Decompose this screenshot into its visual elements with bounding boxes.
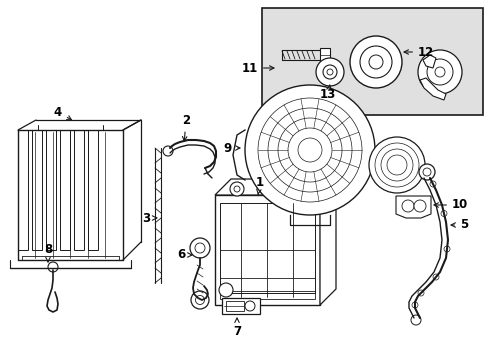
Circle shape (190, 238, 209, 258)
Text: 4: 4 (54, 105, 71, 120)
Circle shape (359, 46, 391, 78)
Circle shape (195, 296, 204, 305)
Circle shape (349, 36, 401, 88)
Circle shape (411, 302, 417, 308)
Circle shape (244, 85, 374, 215)
Text: 6: 6 (176, 248, 192, 261)
Circle shape (413, 200, 425, 212)
Circle shape (267, 108, 351, 192)
Text: 13: 13 (319, 85, 335, 102)
Text: 3: 3 (142, 211, 157, 225)
Circle shape (191, 291, 208, 309)
Text: 10: 10 (433, 198, 468, 211)
Text: 5: 5 (450, 219, 468, 231)
Circle shape (422, 168, 430, 176)
Bar (60, 130, 70, 250)
Text: 7: 7 (232, 318, 241, 338)
Circle shape (417, 290, 423, 296)
Circle shape (244, 301, 254, 311)
Circle shape (326, 69, 332, 75)
Polygon shape (319, 179, 335, 305)
Bar (18, 130, 28, 250)
Circle shape (323, 65, 336, 79)
Bar (262, 8, 482, 115)
Bar (74, 130, 84, 250)
Text: 8: 8 (44, 243, 52, 262)
Bar (46, 130, 56, 250)
Circle shape (195, 243, 204, 253)
Circle shape (432, 274, 438, 280)
Circle shape (374, 143, 418, 187)
Circle shape (297, 138, 321, 162)
Bar (32, 130, 42, 250)
Circle shape (258, 98, 361, 202)
Text: 1: 1 (255, 175, 264, 194)
Text: 11: 11 (241, 62, 273, 75)
Circle shape (440, 211, 446, 216)
Bar (319, 48, 329, 62)
Text: 9: 9 (224, 141, 240, 154)
Circle shape (219, 283, 232, 297)
Circle shape (368, 137, 424, 193)
Bar (215, 195, 319, 305)
Bar (222, 298, 260, 314)
Bar (220, 203, 314, 293)
Circle shape (287, 128, 331, 172)
Circle shape (163, 146, 173, 156)
Circle shape (278, 118, 341, 182)
Circle shape (429, 181, 435, 187)
Polygon shape (215, 179, 335, 195)
Bar (88, 130, 98, 250)
Circle shape (401, 200, 413, 212)
Circle shape (315, 58, 343, 86)
Circle shape (417, 50, 461, 94)
Bar (220, 291, 314, 299)
Circle shape (426, 59, 452, 85)
Polygon shape (395, 196, 430, 218)
Circle shape (410, 315, 420, 325)
Circle shape (229, 182, 244, 196)
Circle shape (234, 186, 240, 192)
Polygon shape (419, 78, 445, 100)
Circle shape (386, 155, 406, 175)
Text: 12: 12 (403, 45, 433, 58)
Polygon shape (422, 55, 435, 68)
Circle shape (380, 149, 412, 181)
Circle shape (443, 246, 449, 252)
Circle shape (418, 164, 434, 180)
Text: 2: 2 (182, 113, 190, 141)
Circle shape (48, 262, 58, 272)
Bar (225, 301, 244, 311)
Circle shape (434, 67, 444, 77)
Circle shape (368, 55, 382, 69)
